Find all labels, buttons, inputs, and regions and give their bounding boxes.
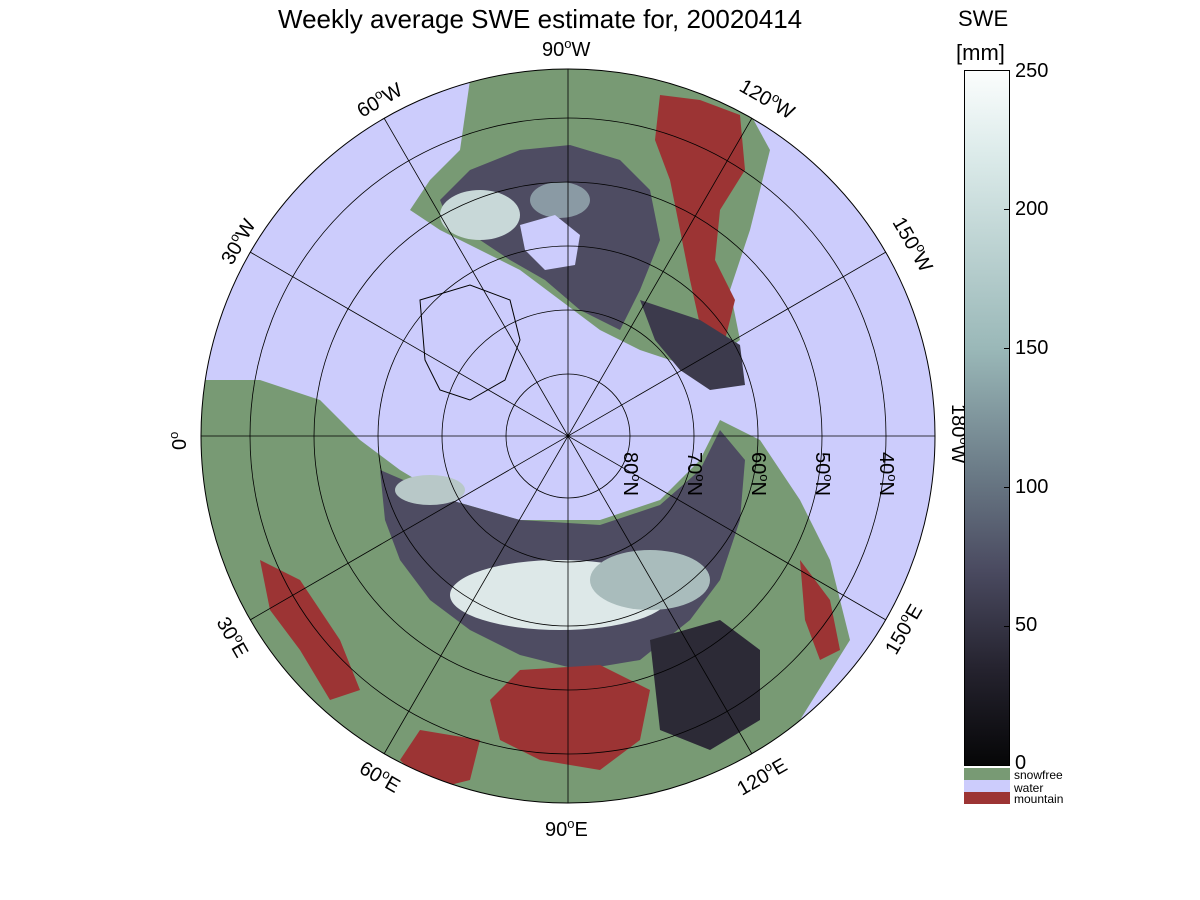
hudson-bay [520, 215, 580, 270]
colorbar-tick-50: 50 [1015, 614, 1038, 636]
colorbar-tick-200: 200 [1015, 198, 1049, 220]
legend-swatch-mountain [964, 792, 1010, 804]
meridian-lines [201, 69, 935, 803]
siberia-snow-mid [590, 550, 710, 610]
lon-label-30e: 30oE [212, 612, 255, 662]
tibet-mountains [490, 665, 650, 770]
meridian-150w-30e [249, 251, 887, 621]
east-asia-snow [650, 620, 760, 750]
colorbar-tick-100: 100 [1015, 476, 1049, 498]
colorbar-tickmark [1004, 70, 1010, 71]
colorbar-tick-250: 250 [1015, 60, 1049, 82]
lon-label-150w: 150oW [888, 212, 939, 276]
lat-label-70: 70oN [683, 452, 708, 496]
scandinavia-snow [395, 475, 465, 505]
japan-mountains [800, 560, 840, 660]
colorbar-tick-0: 0 [1015, 752, 1027, 774]
colorbar-unit: [mm] [956, 40, 1005, 65]
colorbar-tickmark [1004, 626, 1010, 627]
lat-label-60: 60oN [747, 452, 772, 496]
legend-label-mountain: mountain [1014, 792, 1064, 806]
rocky-mountains [655, 95, 745, 340]
european-mountains [260, 560, 360, 700]
lat-label-50: 50oN [811, 452, 836, 496]
colorbar-tick-150: 150 [1015, 337, 1049, 359]
lon-label-90w: 90oW [542, 36, 590, 61]
legend-label-water: water [1014, 781, 1044, 795]
lat-label-80: 80oN [619, 452, 644, 496]
lon-label-90e: 90oE [545, 816, 588, 841]
north-america-deep-snow-2 [530, 182, 590, 218]
legend-label-snowfree: snowfree [1014, 768, 1063, 782]
swe-colorbar [964, 70, 1010, 766]
legend-swatch-water [964, 780, 1010, 792]
colorbar-title: SWE [958, 6, 1009, 31]
lat-label-40: 40oN [875, 452, 900, 496]
lon-label-0: 0o [166, 432, 191, 450]
north-america-deep-snow [440, 190, 520, 240]
alaska-snow [640, 300, 745, 390]
map-title: Weekly average SWE estimate for, 2002041… [278, 4, 803, 34]
legend-swatch-snowfree [964, 768, 1010, 780]
colorbar-tickmark [1004, 487, 1010, 488]
colorbar-tickmark [1004, 348, 1010, 349]
colorbar-tickmark [1004, 209, 1010, 210]
